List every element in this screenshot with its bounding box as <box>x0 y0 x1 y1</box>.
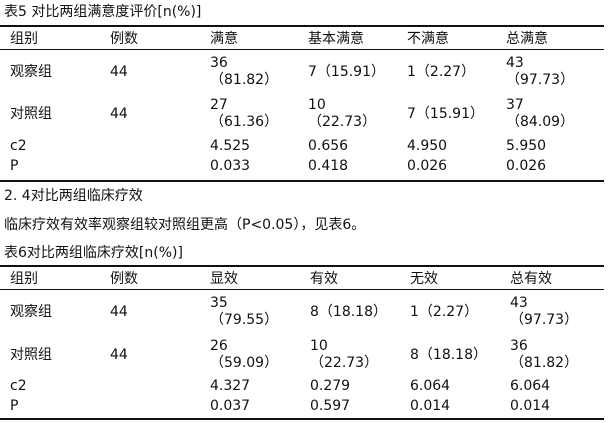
table6-row-4-cell: 0.014 <box>510 398 551 414</box>
table6-row-3-cell: 6.064 <box>510 378 551 394</box>
table5-row-2-cell-line-1: 27 <box>210 97 228 113</box>
table5-row-3-cell: 4.525 <box>210 138 251 154</box>
table5-row-2-cell: 44 <box>110 106 128 122</box>
table5-row-1-cell-line-2: （81.82） <box>210 72 279 88</box>
table6-header-cell: 显效 <box>210 271 238 287</box>
table6-row-2-cell-line-2: （59.09） <box>210 355 279 371</box>
table6-row-1-cell-line-1: 35 <box>210 295 228 311</box>
table5-header-rule <box>0 49 604 50</box>
table5-row-2-cell: 对照组 <box>10 106 52 122</box>
table5-row-3-cell: c2 <box>10 138 27 154</box>
table6-row-2-cell: 44 <box>110 347 128 363</box>
table6-caption: 表6对比两组临床疗效[n(%)] <box>4 245 183 261</box>
table5-row-2-cell-line-2: （84.09） <box>506 114 575 130</box>
table5-row-1-cell-line-1: 43 <box>506 55 524 71</box>
table5-header-cell: 总满意 <box>506 31 548 47</box>
table6-row-1-cell-line-2: （97.73） <box>510 312 579 328</box>
table6-row-1-cell-line-2: （79.55） <box>210 312 279 328</box>
table5-row-4-cell: 0.026 <box>407 158 448 174</box>
table6-row-1-cell: 观察组 <box>10 304 52 320</box>
table6-bottom-rule <box>0 418 604 420</box>
table6-row-1-cell: 1（2.27） <box>410 304 479 320</box>
table6-header-cell: 例数 <box>110 271 138 287</box>
table5-header-cell: 基本满意 <box>308 31 364 47</box>
table6-row-2-cell-line-1: 36 <box>510 338 528 354</box>
table6-row-3-cell: 4.327 <box>210 378 251 394</box>
table5-row-1-cell-line-1: 36 <box>210 55 228 71</box>
table6-row-1-cell-line-1: 43 <box>510 295 528 311</box>
table5-top-rule <box>0 25 604 27</box>
table6-header-rule <box>0 289 604 290</box>
table5-row-4-cell: 0.026 <box>506 158 547 174</box>
table6-row-4-cell: 0.597 <box>310 398 351 414</box>
table5-row-3-cell: 5.950 <box>506 138 547 154</box>
table6-row-2-cell-line-2: （22.73） <box>310 355 379 371</box>
table5-header-cell: 满意 <box>210 31 238 47</box>
table5-row-4-cell: 0.033 <box>210 158 251 174</box>
table6-row-4-cell: 0.037 <box>210 398 251 414</box>
table5-caption: 表5 对比两组满意度评价[n(%)] <box>4 4 202 20</box>
table5-row-2-cell-line-2: （22.73） <box>308 114 377 130</box>
table5-row-1-cell: 7（15.91） <box>308 64 385 80</box>
table6-row-3-cell: c2 <box>10 378 27 394</box>
table5-row-3-cell: 4.950 <box>407 138 448 154</box>
table6-row-3-cell: 0.279 <box>310 378 351 394</box>
table6-row-4-cell: P <box>10 398 19 414</box>
table5-row-2-cell-line-1: 10 <box>308 97 326 113</box>
table5-bottom-rule <box>0 180 604 182</box>
table5-row-1-cell: 观察组 <box>10 64 52 80</box>
table5-row-4-cell: P <box>10 158 19 174</box>
section-heading: 2. 4对比两组临床疗效 <box>4 188 143 204</box>
table6-header-cell: 总有效 <box>510 271 552 287</box>
table6-row-4-cell: 0.014 <box>410 398 451 414</box>
table5-header-cell: 不满意 <box>407 31 449 47</box>
table5-header-cell: 例数 <box>110 31 138 47</box>
table6-row-2-cell: 对照组 <box>10 347 52 363</box>
table6-top-rule <box>0 265 604 267</box>
table5-row-3-cell: 0.656 <box>308 138 349 154</box>
table6-row-2-cell: 8（18.18） <box>410 347 487 363</box>
table6-header-cell: 有效 <box>310 271 338 287</box>
table6-row-1-cell: 8（18.18） <box>310 304 387 320</box>
table5-row-2-cell: 7（15.91） <box>407 106 484 122</box>
table5-row-1-cell: 1（2.27） <box>407 64 476 80</box>
table6-row-2-cell-line-2: （81.82） <box>510 355 579 371</box>
table6-row-2-cell-line-1: 26 <box>210 338 228 354</box>
table6-row-1-cell: 44 <box>110 304 128 320</box>
section-text: 临床疗效有效率观察组较对照组更高（P<0.05），见表6。 <box>4 217 366 233</box>
table5-row-4-cell: 0.418 <box>308 158 349 174</box>
table6-header-cell: 组别 <box>10 271 38 287</box>
table5-row-2-cell-line-2: （61.36） <box>210 114 279 130</box>
table6-row-2-cell-line-1: 10 <box>310 338 328 354</box>
table6-row-3-cell: 6.064 <box>410 378 451 394</box>
table5-row-1-cell-line-2: （97.73） <box>506 72 575 88</box>
table5-row-1-cell: 44 <box>110 64 128 80</box>
table5-header-cell: 组别 <box>10 31 38 47</box>
table6-header-cell: 无效 <box>410 271 438 287</box>
table5-row-2-cell-line-1: 37 <box>506 97 524 113</box>
